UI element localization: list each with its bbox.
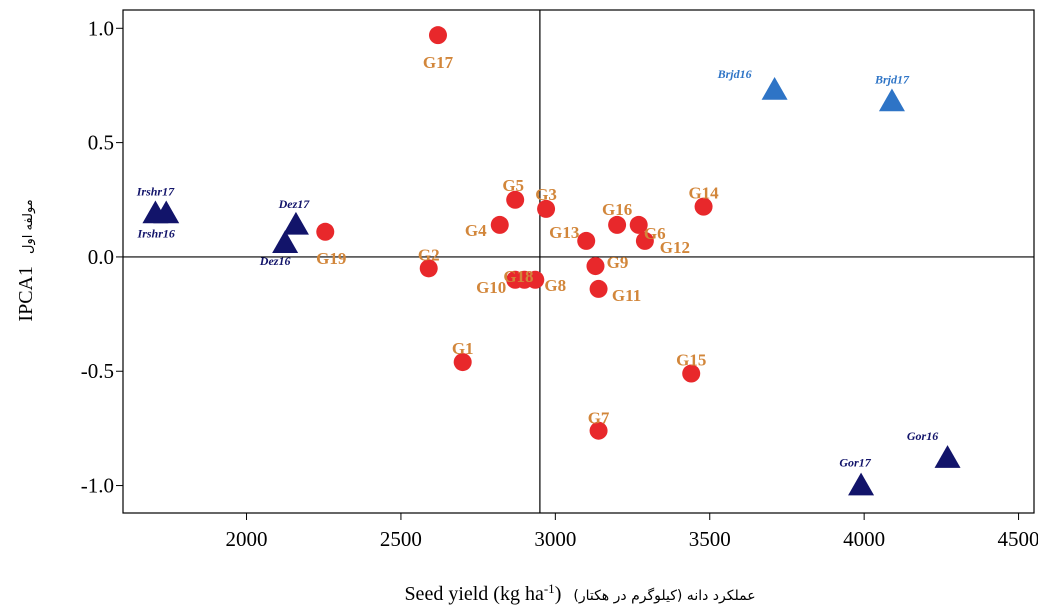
genotype-label-g12: G12 [660, 238, 690, 257]
y-tick-label: -1.0 [81, 474, 114, 498]
genotype-point-g5 [506, 190, 525, 209]
genotype-point-g15 [682, 364, 701, 383]
genotype-label-g14: G14 [688, 184, 719, 203]
environment-label-gor17: Gor17 [839, 456, 871, 470]
y-tick-label: 0.0 [88, 245, 114, 269]
environment-label-brjd16: Brjd16 [717, 67, 752, 81]
genotype-label-g19: G19 [316, 249, 346, 268]
reference-lines [123, 10, 1034, 513]
genotype-point-g3 [537, 199, 556, 218]
genotype-label-g3: G3 [535, 185, 557, 204]
genotype-point-g9 [586, 257, 605, 276]
genotype-label-g2: G2 [418, 245, 440, 264]
x-tick-label: 3000 [534, 527, 576, 551]
environment-point-dez16 [272, 230, 299, 253]
environment-label-gor16: Gor16 [907, 429, 938, 443]
x-tick-label: 2500 [380, 527, 422, 551]
x-axis-title: Seed yield (kg ha-1) عملکرد دانه (کیلوگرم… [404, 581, 755, 605]
plot-frame [122, 9, 1035, 514]
x-tick-label: 3500 [689, 527, 731, 551]
environment-point-dez17 [282, 211, 309, 235]
environment-point-irshr16 [153, 200, 180, 224]
x-tick-label: 2000 [226, 527, 268, 551]
y-tick-label: -0.5 [81, 359, 114, 383]
genotype-point-g11 [589, 279, 608, 298]
genotype-label-g13: G13 [549, 223, 579, 242]
x-tick-label: 4500 [998, 527, 1038, 551]
genotype-label-g5: G5 [502, 176, 524, 195]
genotype-label-g4: G4 [465, 221, 487, 240]
environment-point-brjd16 [761, 77, 788, 100]
x-axis-title-close: ) [555, 583, 562, 605]
genotype-label-g15: G15 [676, 351, 706, 370]
environment-point-gor16 [934, 445, 961, 468]
genotype-label-g9: G9 [607, 253, 629, 272]
genotype-point-g17 [428, 26, 447, 45]
x-axis-ticks: 2000 2500 3000 3500 4000 4500 [226, 513, 1038, 551]
environment-label-irshr16: Irshr16 [137, 226, 175, 240]
genotype-point-g14 [694, 197, 713, 216]
genotype-point-g19 [316, 222, 335, 241]
genotype-label-g6: G6 [644, 224, 666, 243]
environment-labels: Brjd16 Brjd17 Irshr17 Irshr16 Dez17 Dez16 Gor1… [136, 67, 938, 470]
environment-label-dez17: Dez17 [278, 197, 311, 211]
genotype-point-g13 [577, 231, 596, 250]
environment-label-brjd17: Brjd17 [874, 72, 910, 86]
environment-markers [142, 77, 961, 496]
genotype-label-g7: G7 [588, 409, 610, 428]
x-tick-label: 4000 [843, 527, 885, 551]
genotype-point-g12 [635, 231, 654, 250]
environment-point-brjd17 [878, 88, 905, 112]
genotype-label-g1: G1 [452, 339, 474, 358]
genotype-label-g11: G11 [612, 286, 641, 305]
y-tick-label: 0.5 [88, 131, 114, 155]
genotype-point-g16 [608, 215, 627, 234]
y-axis-title-fa: مولفه اول [21, 199, 36, 254]
genotype-point-g4 [490, 215, 509, 234]
genotype-point-g6 [629, 215, 648, 234]
genotype-point-g1 [453, 353, 472, 372]
x-axis-title-en: Seed yield (kg ha [404, 583, 544, 605]
y-axis-title: IPCA1 مولفه اول [15, 199, 37, 321]
genotype-point-g18 [515, 270, 534, 289]
y-tick-label: 1.0 [88, 16, 114, 40]
genotype-label-g8: G8 [544, 276, 566, 295]
environment-label-dez16: Dez16 [259, 254, 291, 268]
environment-point-gor17 [848, 472, 875, 496]
genotype-point-g7 [589, 421, 608, 440]
genotype-label-g16: G16 [602, 200, 632, 219]
genotype-label-g18: G18 [503, 267, 533, 286]
genotype-label-g17: G17 [423, 53, 454, 72]
y-axis-title-en: IPCA1 [15, 266, 37, 322]
genotype-markers [316, 26, 713, 440]
genotype-labels: G1 G2 G3 G4 G5 G6 G7 G8 G9 G10 G11 G12 G13 G14 G15 G16 G… [316, 53, 719, 428]
genotype-point-g2 [419, 259, 438, 278]
y-axis-ticks: 1.0 0.5 0.0 -0.5 -1.0 [81, 16, 123, 498]
environment-label-irshr17: Irshr17 [136, 184, 175, 198]
genotype-label-g10: G10 [476, 278, 506, 297]
x-axis-title-sup: -1 [544, 581, 555, 596]
x-axis-title-fa: عملکرد دانه (کیلوگرم در هکتار) [573, 587, 755, 604]
